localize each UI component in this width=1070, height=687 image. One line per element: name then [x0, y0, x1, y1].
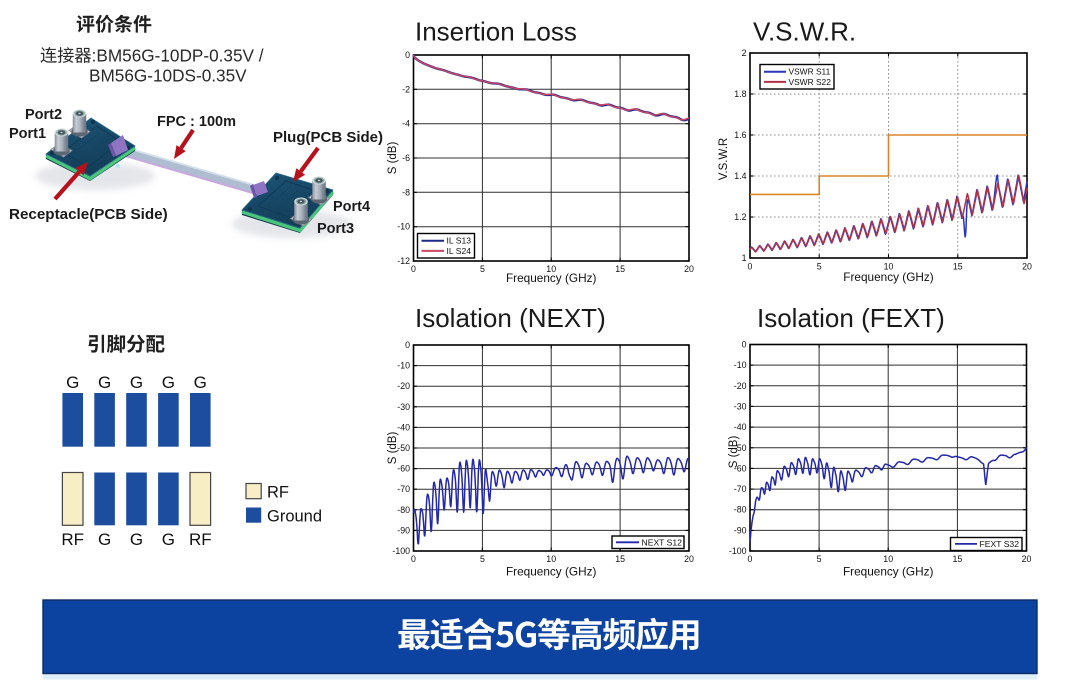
- svg-text:Isolation (NEXT): Isolation (NEXT): [415, 303, 606, 333]
- svg-text:RF: RF: [189, 530, 212, 549]
- svg-text:-10: -10: [397, 361, 410, 371]
- svg-text:-60: -60: [734, 463, 747, 473]
- svg-text:10: 10: [546, 264, 556, 274]
- svg-text:G: G: [194, 373, 207, 392]
- svg-text:Port3: Port3: [317, 221, 354, 237]
- svg-text:-6: -6: [402, 153, 410, 163]
- svg-text:0: 0: [405, 340, 410, 350]
- svg-text:G: G: [66, 373, 79, 392]
- svg-text:1.2: 1.2: [734, 212, 746, 222]
- svg-text:15: 15: [953, 262, 963, 272]
- svg-text:15: 15: [615, 264, 625, 274]
- svg-text:0: 0: [405, 50, 410, 60]
- svg-text:0: 0: [748, 262, 753, 272]
- svg-text:-20: -20: [734, 381, 747, 391]
- svg-text:20: 20: [1022, 262, 1032, 272]
- svg-text:-40: -40: [397, 422, 410, 432]
- svg-text:-2: -2: [402, 84, 410, 94]
- svg-text:0: 0: [411, 554, 416, 564]
- svg-text:20: 20: [684, 554, 694, 564]
- svg-text:-80: -80: [734, 505, 747, 515]
- svg-text:G: G: [130, 373, 143, 392]
- svg-text:0: 0: [748, 554, 753, 564]
- svg-text:S (dB): S (dB): [387, 432, 399, 465]
- svg-text:S (dB): S (dB): [387, 142, 399, 175]
- svg-text:Insertion Loss: Insertion Loss: [415, 17, 577, 47]
- svg-text:Ground: Ground: [267, 508, 322, 526]
- svg-text:-50: -50: [397, 443, 410, 453]
- svg-text:1: 1: [742, 253, 747, 263]
- svg-text:15: 15: [953, 554, 963, 564]
- svg-text:-90: -90: [734, 525, 747, 535]
- svg-text:-70: -70: [397, 484, 410, 494]
- svg-text:0: 0: [411, 264, 416, 274]
- svg-text:-40: -40: [734, 422, 747, 432]
- svg-text:-100: -100: [392, 546, 410, 556]
- svg-text:G: G: [98, 373, 111, 392]
- svg-text:V.S.W.R.: V.S.W.R.: [753, 17, 856, 47]
- svg-text:10: 10: [546, 554, 556, 564]
- svg-text:FPC : 100m: FPC : 100m: [157, 114, 236, 130]
- svg-text:Port4: Port4: [333, 199, 370, 215]
- svg-text:VSWR S22: VSWR S22: [789, 77, 832, 87]
- svg-text:IL S13: IL S13: [447, 236, 472, 246]
- svg-text:15: 15: [615, 554, 625, 564]
- svg-text:BM56G-10DS-0.35V: BM56G-10DS-0.35V: [89, 66, 247, 86]
- svg-text:Isolation (FEXT): Isolation (FEXT): [757, 303, 945, 333]
- svg-text:-30: -30: [734, 401, 747, 411]
- svg-text:-50: -50: [734, 443, 747, 453]
- svg-text:RF: RF: [267, 484, 289, 502]
- svg-text::BM56G-10DP-0.35V /: :BM56G-10DP-0.35V /: [92, 46, 264, 66]
- svg-text:0: 0: [742, 340, 747, 350]
- svg-text:5: 5: [480, 554, 485, 564]
- svg-text:-30: -30: [397, 402, 410, 412]
- svg-text:1.8: 1.8: [734, 89, 746, 99]
- svg-text:-70: -70: [734, 484, 747, 494]
- svg-text:S (dB): S (dB): [728, 436, 740, 469]
- svg-text:Frequency (GHz): Frequency (GHz): [843, 270, 934, 284]
- svg-text:-10: -10: [734, 360, 747, 370]
- svg-text:-20: -20: [397, 381, 410, 391]
- svg-text:1.4: 1.4: [734, 171, 746, 181]
- svg-text:RF: RF: [61, 530, 84, 549]
- svg-text:Frequency (GHz): Frequency (GHz): [506, 565, 597, 579]
- svg-text:Frequency (GHz): Frequency (GHz): [843, 565, 934, 579]
- svg-text:-12: -12: [397, 256, 410, 266]
- svg-text:5: 5: [480, 264, 485, 274]
- svg-text:20: 20: [684, 264, 694, 274]
- svg-text:1.6: 1.6: [734, 130, 746, 140]
- svg-text:VSWR S11: VSWR S11: [789, 67, 831, 77]
- svg-text:5: 5: [817, 554, 822, 564]
- svg-text:Plug(PCB Side): Plug(PCB Side): [273, 129, 383, 146]
- svg-text:NEXT S12: NEXT S12: [642, 537, 683, 547]
- svg-text:FEXT S32: FEXT S32: [980, 539, 1020, 549]
- svg-text:-80: -80: [397, 505, 410, 515]
- svg-text:-4: -4: [402, 119, 410, 129]
- svg-text:G: G: [162, 373, 175, 392]
- svg-text:Frequency (GHz): Frequency (GHz): [506, 271, 597, 285]
- svg-text:-8: -8: [402, 187, 410, 197]
- svg-text:-10: -10: [397, 222, 410, 232]
- svg-text:-60: -60: [397, 464, 410, 474]
- svg-text:G: G: [98, 530, 111, 549]
- svg-text:Port2: Port2: [25, 107, 62, 123]
- svg-text:10: 10: [884, 262, 894, 272]
- svg-text:G: G: [130, 530, 143, 549]
- svg-text:IL S24: IL S24: [447, 246, 472, 256]
- svg-text:20: 20: [1022, 554, 1032, 564]
- svg-text:-90: -90: [397, 525, 410, 535]
- svg-text:Port1: Port1: [9, 126, 46, 142]
- svg-text:G: G: [162, 530, 175, 549]
- svg-text:10: 10: [883, 554, 893, 564]
- svg-text:2: 2: [742, 48, 747, 58]
- svg-text:Receptacle(PCB Side): Receptacle(PCB Side): [9, 206, 168, 223]
- svg-text:-100: -100: [729, 546, 747, 556]
- svg-text:V.S.W.R: V.S.W.R: [718, 138, 730, 180]
- svg-text:5: 5: [817, 262, 822, 272]
